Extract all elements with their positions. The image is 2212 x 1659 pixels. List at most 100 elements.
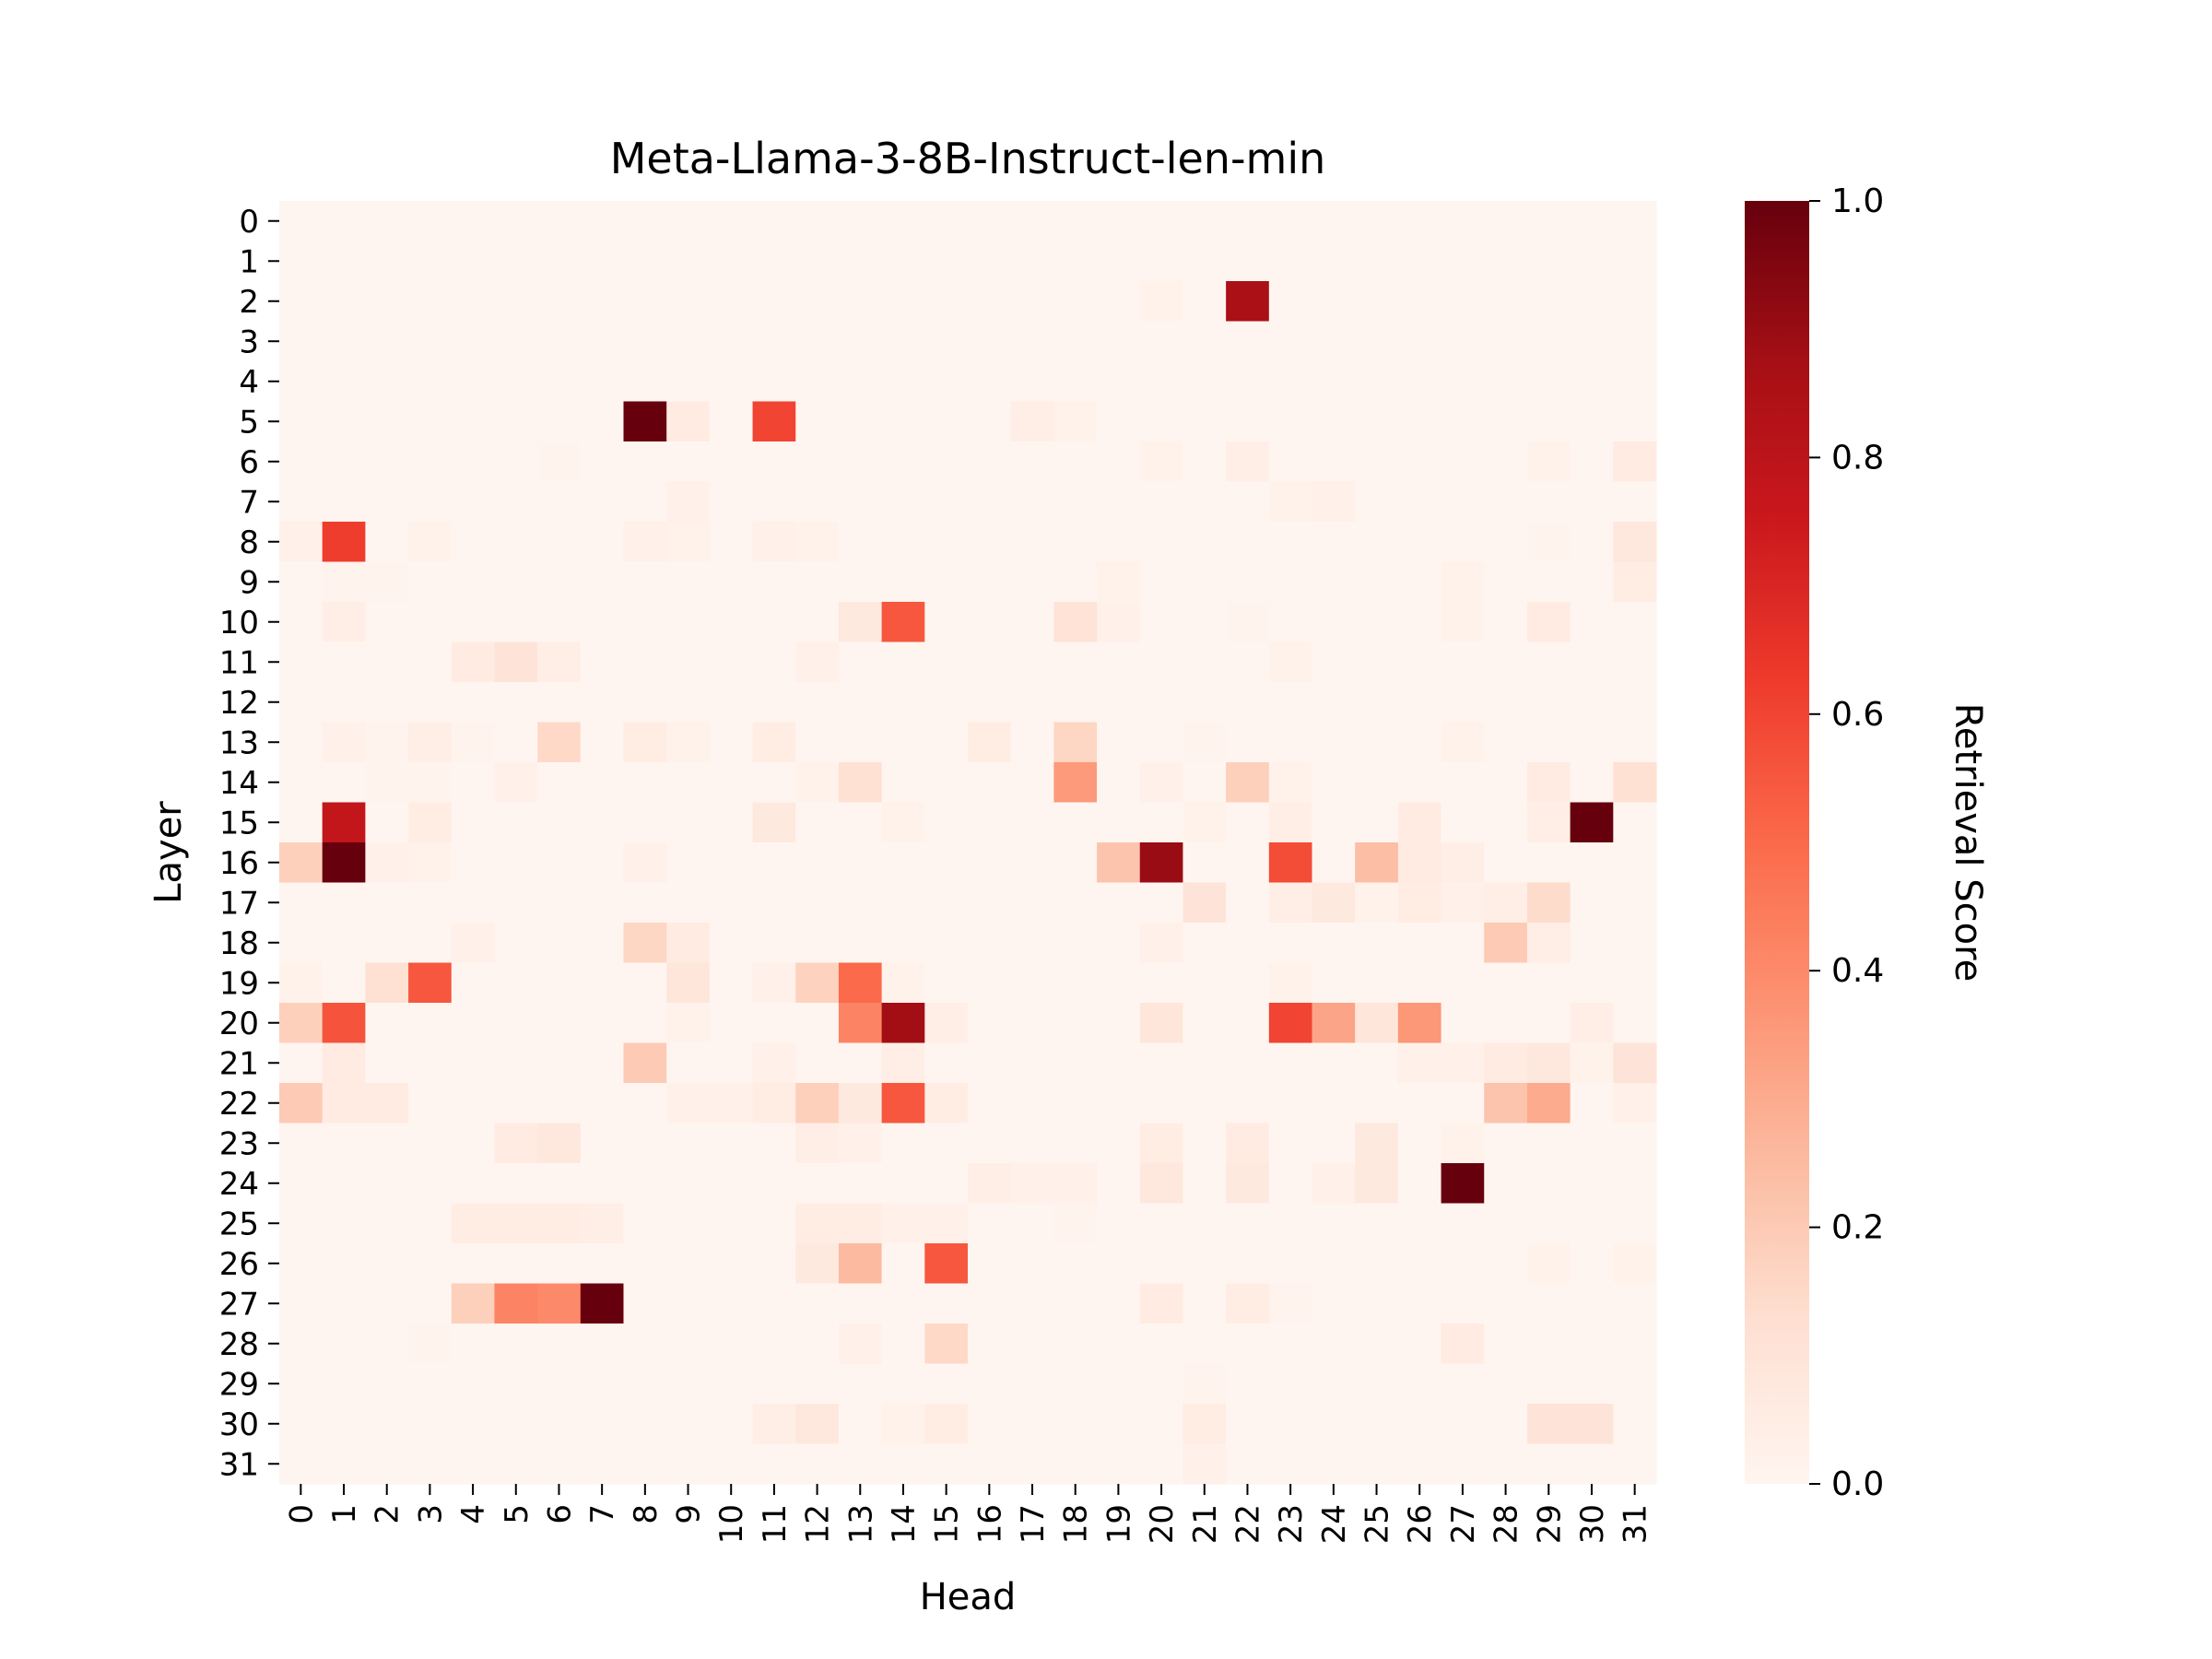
heatmap-cell <box>666 481 711 523</box>
heatmap-cell <box>494 1404 538 1445</box>
heatmap-cell <box>1355 1443 1399 1485</box>
heatmap-cell <box>795 401 840 442</box>
heatmap-cell <box>408 842 453 884</box>
heatmap-cell <box>709 1163 754 1205</box>
heatmap-cell <box>494 641 538 683</box>
heatmap-cell <box>1312 1404 1356 1445</box>
heatmap-cell <box>1441 1203 1485 1244</box>
heatmap-cell <box>623 1404 667 1445</box>
heatmap-cell <box>451 1123 496 1164</box>
heatmap-cell <box>795 1443 840 1485</box>
heatmap-cell <box>838 962 883 1004</box>
heatmap-cell <box>1484 1243 1528 1285</box>
heatmap-cell <box>795 923 840 964</box>
heatmap-cell <box>1010 1404 1054 1445</box>
heatmap-cell <box>1312 1042 1356 1084</box>
heatmap-cell <box>1097 882 1141 924</box>
heatmap-cell <box>279 441 324 483</box>
heatmap-cell <box>1613 1123 1657 1164</box>
heatmap-cell <box>365 602 409 643</box>
heatmap-cell <box>494 1042 538 1084</box>
heatmap-cell <box>1010 241 1054 282</box>
heatmap-cell <box>795 1003 840 1044</box>
heatmap-cell <box>1397 522 1442 563</box>
heatmap-cell <box>924 281 969 323</box>
heatmap-cell <box>1312 281 1356 323</box>
heatmap-cell <box>494 361 538 403</box>
heatmap-cell <box>537 1203 582 1244</box>
heatmap-cell <box>537 281 582 323</box>
heatmap-cell <box>838 1163 883 1205</box>
heatmap-cell <box>1355 1404 1399 1445</box>
heatmap-cell <box>1526 602 1571 643</box>
heatmap-cell <box>795 1083 840 1124</box>
heatmap-cell <box>752 361 796 403</box>
heatmap-cell <box>1312 1443 1356 1485</box>
x-tick-label: 7 <box>584 1504 621 1524</box>
heatmap-cell <box>1526 201 1571 242</box>
heatmap-cell <box>838 1243 883 1285</box>
heatmap-cell <box>580 281 625 323</box>
heatmap-cell <box>1570 401 1614 442</box>
heatmap-cell <box>365 321 409 362</box>
heatmap-cell <box>968 401 1012 442</box>
y-tick-label: 15 <box>219 805 259 841</box>
x-tick-label: 23 <box>1273 1504 1310 1544</box>
heatmap-cell <box>1526 682 1571 724</box>
heatmap-cell <box>279 401 324 442</box>
heatmap-cell <box>666 842 711 884</box>
heatmap-cell <box>408 281 453 323</box>
heatmap-cell <box>838 842 883 884</box>
heatmap-cell <box>1484 1443 1528 1485</box>
heatmap-cell <box>322 1163 366 1205</box>
heatmap-cell <box>623 1083 667 1124</box>
heatmap-cell <box>881 802 925 843</box>
heatmap-cell <box>838 882 883 924</box>
heatmap-cell <box>1139 561 1184 603</box>
heatmap-cell <box>1570 561 1614 603</box>
heatmap-cell <box>1312 1163 1356 1205</box>
heatmap-cell <box>709 441 754 483</box>
heatmap-cell <box>1053 1123 1098 1164</box>
heatmap-cell <box>881 1324 925 1365</box>
heatmap-cell <box>623 1042 667 1084</box>
heatmap-cell <box>881 201 925 242</box>
y-tick-label: 27 <box>219 1286 259 1323</box>
heatmap-cell <box>1010 682 1054 724</box>
heatmap-cell <box>1226 361 1270 403</box>
heatmap-cell <box>1484 321 1528 362</box>
heatmap-cell <box>322 802 366 843</box>
colorbar-tick-label: 0.6 <box>1831 696 1884 734</box>
heatmap-cell <box>924 361 969 403</box>
heatmap-cell <box>537 241 582 282</box>
heatmap-cell <box>1355 522 1399 563</box>
heatmap-cell <box>1613 722 1657 763</box>
heatmap-cell <box>537 1324 582 1365</box>
heatmap-cell <box>580 361 625 403</box>
heatmap-cell <box>752 1003 796 1044</box>
heatmap-cell <box>666 1443 711 1485</box>
heatmap-cell <box>451 882 496 924</box>
heatmap-cell <box>1355 882 1399 924</box>
heatmap-cell <box>1570 281 1614 323</box>
heatmap-cell <box>1053 682 1098 724</box>
heatmap-cell <box>365 361 409 403</box>
heatmap-cell <box>408 682 453 724</box>
heatmap-cell <box>1526 842 1571 884</box>
heatmap-cell <box>1268 481 1313 523</box>
heatmap-cell <box>881 1003 925 1044</box>
heatmap-cell <box>408 1243 453 1285</box>
heatmap-cell <box>322 1203 366 1244</box>
heatmap-cell <box>623 1003 667 1044</box>
heatmap-cell <box>1097 1003 1141 1044</box>
heatmap-cell <box>494 1283 538 1324</box>
heatmap-cell <box>1441 321 1485 362</box>
heatmap-cell <box>580 1243 625 1285</box>
heatmap-cell <box>580 962 625 1004</box>
heatmap-cell <box>1182 602 1227 643</box>
heatmap-cell <box>752 1404 796 1445</box>
heatmap-cell <box>1526 561 1571 603</box>
heatmap-cell <box>1226 241 1270 282</box>
heatmap-cell <box>1182 842 1227 884</box>
heatmap-cell <box>408 641 453 683</box>
